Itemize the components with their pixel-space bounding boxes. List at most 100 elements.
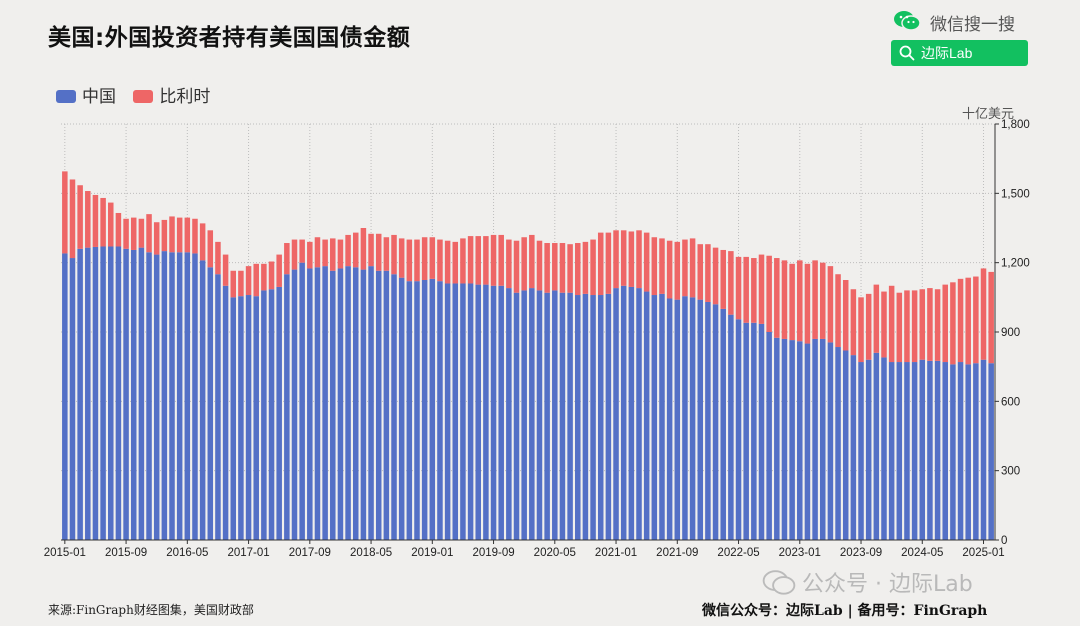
bar-belgium: [444, 240, 451, 284]
bar-belgium: [192, 218, 198, 254]
bar-belgium: [521, 237, 527, 291]
bar-china: [345, 266, 351, 540]
bar-china: [728, 314, 734, 540]
bar-belgium: [268, 261, 275, 290]
bar-china: [398, 277, 405, 540]
bar-china: [559, 292, 566, 540]
y-tick-label: 1,500: [1001, 188, 1030, 200]
bar-china: [781, 338, 788, 540]
bar-china: [819, 338, 826, 540]
bar-belgium: [130, 217, 137, 250]
bar-belgium: [812, 260, 818, 339]
bar-belgium: [620, 230, 627, 286]
bar-china: [835, 347, 841, 540]
bar-china: [176, 252, 183, 540]
bar-china: [215, 274, 221, 540]
bar-belgium: [429, 237, 436, 279]
bar-belgium: [176, 217, 183, 253]
bar-belgium: [100, 197, 106, 247]
bar-belgium: [705, 244, 711, 302]
legend-item-belgium[interactable]: 比利时: [133, 82, 210, 107]
bar-belgium: [797, 260, 803, 342]
bar-china: [368, 266, 374, 540]
bar-china: [490, 285, 497, 540]
bar-belgium: [582, 241, 589, 294]
bar-china: [950, 364, 956, 540]
bar-belgium: [865, 293, 872, 360]
search-button-label: 边际Lab: [921, 45, 973, 61]
bar-china: [284, 274, 290, 540]
bar-belgium: [375, 233, 382, 271]
bar-belgium: [498, 234, 504, 286]
bar-china: [375, 270, 382, 540]
bar-china: [751, 322, 757, 540]
bar-china: [797, 341, 803, 540]
bar-belgium: [927, 288, 933, 361]
bar-belgium: [689, 238, 696, 298]
bar-china: [161, 251, 168, 541]
bar-belgium: [651, 237, 658, 296]
bar-china: [651, 295, 658, 540]
bar-china: [613, 288, 619, 540]
bar-china: [804, 343, 811, 540]
bar-belgium: [842, 280, 849, 351]
y-tick-label: 1,800: [1001, 119, 1030, 131]
bar-china: [391, 274, 397, 540]
bar-china: [291, 269, 298, 540]
bar-belgium: [62, 171, 68, 254]
bar-china: [467, 283, 474, 540]
bar-belgium: [973, 276, 979, 364]
bar-china: [414, 281, 420, 540]
bar-belgium: [115, 212, 122, 247]
bar-china: [192, 253, 198, 541]
bar-china: [62, 253, 68, 541]
bar-belgium: [911, 290, 918, 363]
bar-belgium: [452, 241, 459, 284]
bar-china: [720, 308, 726, 540]
bar-belgium: [222, 254, 229, 286]
watermark-text: 公众号 · 边际Lab: [802, 572, 973, 597]
bar-belgium: [92, 194, 99, 247]
bar-belgium: [881, 291, 887, 358]
bar-belgium: [467, 236, 474, 284]
bar-belgium: [322, 239, 328, 267]
legend-swatch-china: [56, 90, 76, 103]
bar-china: [123, 248, 129, 541]
y-tick-label: 900: [1001, 327, 1020, 339]
bar-belgium: [490, 234, 497, 286]
x-tick-label: 2025-01: [962, 547, 1004, 559]
bar-belgium: [827, 266, 834, 343]
bar-belgium: [529, 234, 535, 289]
legend-item-china[interactable]: 中国: [56, 82, 116, 107]
bar-china: [307, 268, 313, 540]
bar-belgium: [414, 239, 420, 282]
bar-belgium: [138, 218, 145, 248]
x-tick-label: 2020-05: [534, 547, 576, 559]
bar-belgium: [421, 237, 428, 280]
bar-belgium: [873, 284, 880, 353]
search-button[interactable]: 边际Lab: [891, 40, 1028, 66]
bar-belgium: [682, 239, 688, 297]
bar-china: [697, 299, 704, 540]
bar-china: [360, 269, 367, 540]
bar-china: [980, 359, 987, 540]
bar-china: [69, 258, 76, 540]
bar-belgium: [406, 239, 413, 282]
y-tick-label: 1,200: [1001, 258, 1030, 270]
bar-belgium: [398, 238, 405, 278]
x-tick-label: 2016-05: [166, 547, 208, 559]
bar-china: [766, 332, 772, 540]
bar-china: [643, 291, 650, 540]
bar-china: [712, 304, 719, 540]
bar-china: [506, 288, 512, 540]
bar-belgium: [957, 278, 964, 363]
bar-belgium: [77, 185, 83, 249]
bar-belgium: [896, 292, 903, 363]
bar-china: [973, 363, 979, 540]
bar-belgium: [575, 243, 581, 296]
x-tick-label: 2017-01: [227, 547, 269, 559]
x-tick-label: 2021-01: [595, 547, 637, 559]
bar-belgium: [337, 239, 344, 269]
bar-belgium: [804, 263, 811, 344]
